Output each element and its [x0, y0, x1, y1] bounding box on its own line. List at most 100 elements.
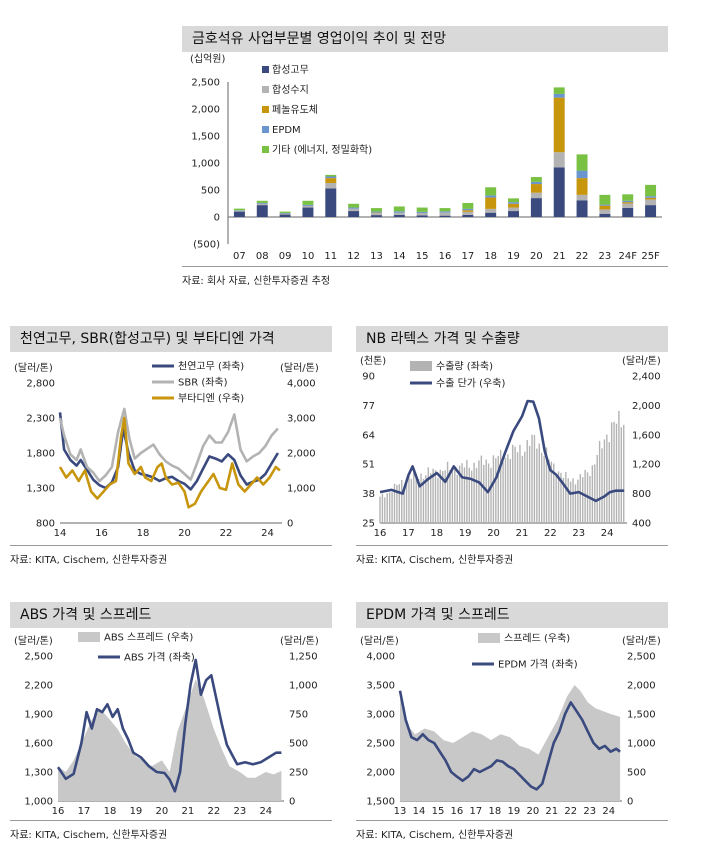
bar-segment [325, 178, 337, 183]
bar-segment [256, 203, 268, 206]
volume-bar [495, 458, 497, 523]
x-tick-label: 17 [402, 528, 415, 539]
volume-bar [475, 467, 478, 523]
x-tick-label: 25F [641, 251, 660, 262]
x-tick-label: 23 [233, 806, 246, 817]
bar-segment [508, 207, 520, 212]
legend-label: 기타 (에너지, 정밀화학) [272, 144, 372, 156]
bar-segment [233, 210, 245, 211]
volume-bar [461, 463, 463, 523]
left-tick-label: 2,800 [26, 379, 55, 390]
volume-bar [504, 457, 507, 523]
bar-segment [576, 170, 588, 179]
bar-segment [530, 177, 542, 182]
volume-bar [553, 463, 555, 523]
bar-segment [576, 178, 588, 195]
x-tick-label: 19 [507, 806, 520, 817]
bar-segment [370, 211, 382, 213]
volume-bar [386, 493, 388, 523]
volume-bar [514, 446, 516, 523]
legend-label: 합성고무 [272, 64, 309, 76]
abs-chart-title: ABS 가격 및 스프레드 [10, 602, 332, 628]
bar-segment [279, 214, 291, 217]
x-tick-label: 22 [207, 806, 220, 817]
bar-segment [485, 208, 497, 213]
volume-bar [480, 455, 483, 523]
x-tick-label: 11 [324, 251, 337, 262]
bar-segment [256, 205, 268, 217]
left-tick-label: 2,300 [26, 414, 55, 425]
bar-segment [508, 202, 520, 204]
volume-bar [596, 454, 598, 523]
bar-segment [370, 208, 382, 212]
volume-bar [478, 460, 480, 523]
bar-segment [370, 212, 382, 214]
bar-segment [370, 213, 382, 216]
x-tick-label: 22 [576, 251, 589, 262]
bar-segment [416, 207, 428, 212]
left-tick-label: 1,900 [24, 710, 53, 721]
bar-segment [279, 212, 291, 214]
x-tick-label: 24 [602, 806, 615, 817]
volume-bar [565, 471, 567, 523]
legend-swatch [262, 146, 269, 153]
legend-label: 스프레드 (우축) [504, 633, 570, 645]
bar-segment [325, 182, 337, 189]
bar-segment [416, 211, 428, 213]
volume-bar [417, 479, 420, 523]
volume-bar [415, 474, 417, 523]
right-tick-label: 500 [289, 739, 308, 750]
right-axis-unit: (달러/톤) [622, 635, 661, 647]
x-tick-label: 14 [393, 251, 406, 262]
volume-bar [442, 471, 444, 523]
bar-segment [576, 200, 588, 217]
volume-bar [555, 475, 557, 523]
legend-label: 합성수지 [272, 84, 309, 96]
volume-bar [521, 455, 524, 523]
series-line [398, 690, 621, 791]
bar-segment [439, 211, 451, 213]
volume-bar [579, 474, 581, 523]
x-tick-label: 19 [507, 251, 520, 262]
bar-segment [508, 211, 520, 217]
volume-bar [550, 461, 553, 523]
x-tick-label: 21 [182, 806, 195, 817]
left-tick-label: 800 [36, 519, 55, 530]
legend-label: EPDM 가격 (좌축) [498, 658, 578, 671]
right-tick-label: 1,000 [289, 681, 318, 692]
bar-segment [233, 210, 245, 212]
volume-bar [492, 455, 495, 523]
volume-bar [540, 452, 543, 523]
bar-segment [462, 202, 474, 209]
left-tick-label: 64 [362, 430, 375, 441]
bar-segment [233, 211, 245, 217]
volume-bar [524, 451, 526, 523]
bar-segment [256, 202, 268, 204]
volume-bar [422, 478, 425, 523]
nb-source: 자료: KITA, Cischem, 신한투자증권 [356, 555, 514, 566]
bar-segment [622, 194, 634, 201]
left-tick-label: 3,500 [366, 681, 395, 692]
volume-bar [403, 485, 405, 523]
bar-segment [485, 187, 497, 196]
x-tick-label: 22 [220, 528, 233, 539]
left-tick-label: 1,500 [366, 797, 395, 808]
bar-segment [462, 208, 474, 211]
volume-bar [526, 439, 528, 523]
left-tick-label: 90 [362, 372, 375, 383]
bar-segment [553, 167, 565, 217]
right-tick-label: 1,000 [627, 739, 656, 750]
x-tick-label: 17 [470, 806, 483, 817]
legend-label: ABS 가격 (좌축) [124, 651, 195, 664]
volume-bar [606, 434, 608, 523]
bar-segment [439, 212, 451, 216]
left-tick-label: 1,000 [24, 797, 53, 808]
y-tick-label: 2,500 [191, 78, 220, 89]
left-tick-label: 2,500 [24, 652, 53, 663]
volume-bar [589, 475, 591, 523]
bar-segment [393, 211, 405, 213]
x-tick-label: 14 [54, 528, 67, 539]
bar-segment [622, 202, 634, 204]
legend-label: 부타디엔 (우축) [178, 393, 244, 405]
x-tick-label: 19 [459, 528, 472, 539]
